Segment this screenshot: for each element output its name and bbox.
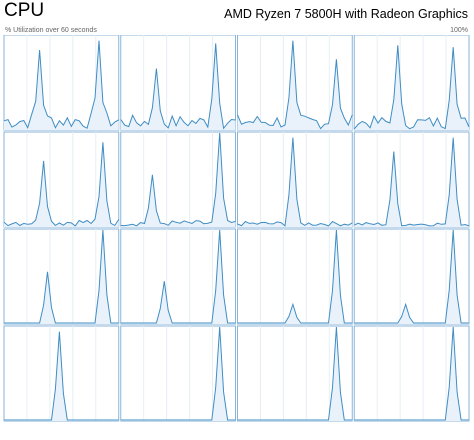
core-graph[interactable] bbox=[237, 325, 353, 422]
core-utilization-area bbox=[4, 230, 119, 324]
core-graph[interactable] bbox=[237, 131, 353, 228]
core-utilization-line bbox=[237, 229, 353, 324]
core-utilization-area bbox=[4, 331, 119, 421]
core-utilization-area bbox=[120, 327, 236, 421]
core-utilization-area bbox=[237, 137, 353, 227]
core-graph[interactable] bbox=[353, 228, 470, 325]
core-graph[interactable] bbox=[353, 325, 470, 422]
core-utilization-line bbox=[4, 331, 119, 421]
core-graph[interactable] bbox=[3, 228, 120, 325]
core-graph[interactable] bbox=[3, 325, 120, 422]
core-utilization-area bbox=[120, 43, 236, 130]
utilization-caption: % Utilization over 60 seconds bbox=[5, 27, 97, 34]
cpu-title: CPU bbox=[4, 0, 45, 21]
core-graph[interactable] bbox=[353, 131, 470, 228]
core-utilization-area bbox=[354, 230, 469, 324]
core-utilization-area bbox=[4, 142, 119, 227]
core-utilization-line bbox=[120, 229, 236, 324]
core-utilization-area bbox=[354, 327, 469, 421]
core-graph[interactable] bbox=[120, 228, 236, 325]
core-utilization-line bbox=[120, 326, 236, 421]
core-utilization-line bbox=[237, 326, 353, 421]
core-utilization-area bbox=[237, 40, 353, 131]
core-utilization-line bbox=[3, 142, 120, 227]
core-utilization-line bbox=[3, 40, 120, 129]
core-utilization-area bbox=[120, 230, 236, 324]
core-graph[interactable] bbox=[120, 131, 236, 228]
core-utilization-line bbox=[4, 229, 119, 324]
core-graph[interactable] bbox=[120, 325, 236, 422]
core-utilization-area bbox=[354, 45, 469, 130]
core-graph[interactable] bbox=[3, 35, 120, 131]
core-utilization-area bbox=[237, 327, 353, 421]
logical-processor-grid[interactable] bbox=[0, 35, 474, 440]
core-utilization-line bbox=[354, 229, 469, 324]
core-utilization-line bbox=[120, 43, 236, 130]
core-graph[interactable] bbox=[237, 228, 353, 325]
core-graph[interactable] bbox=[120, 35, 236, 131]
core-utilization-line bbox=[237, 137, 353, 227]
core-utilization-line bbox=[354, 137, 470, 227]
cpu-model-name: AMD Ryzen 7 5800H with Radeon Graphics bbox=[224, 7, 468, 21]
core-utilization-line bbox=[120, 132, 236, 227]
core-utilization-line bbox=[237, 40, 353, 130]
core-utilization-area bbox=[237, 230, 353, 324]
core-utilization-area bbox=[4, 40, 119, 131]
core-utilization-line bbox=[354, 326, 469, 421]
core-utilization-line bbox=[353, 45, 470, 130]
core-graph[interactable] bbox=[237, 35, 353, 131]
core-graph[interactable] bbox=[3, 131, 120, 228]
core-graph[interactable] bbox=[353, 35, 470, 131]
max-percent-label: 100% bbox=[450, 27, 468, 34]
core-utilization-area bbox=[354, 137, 469, 227]
